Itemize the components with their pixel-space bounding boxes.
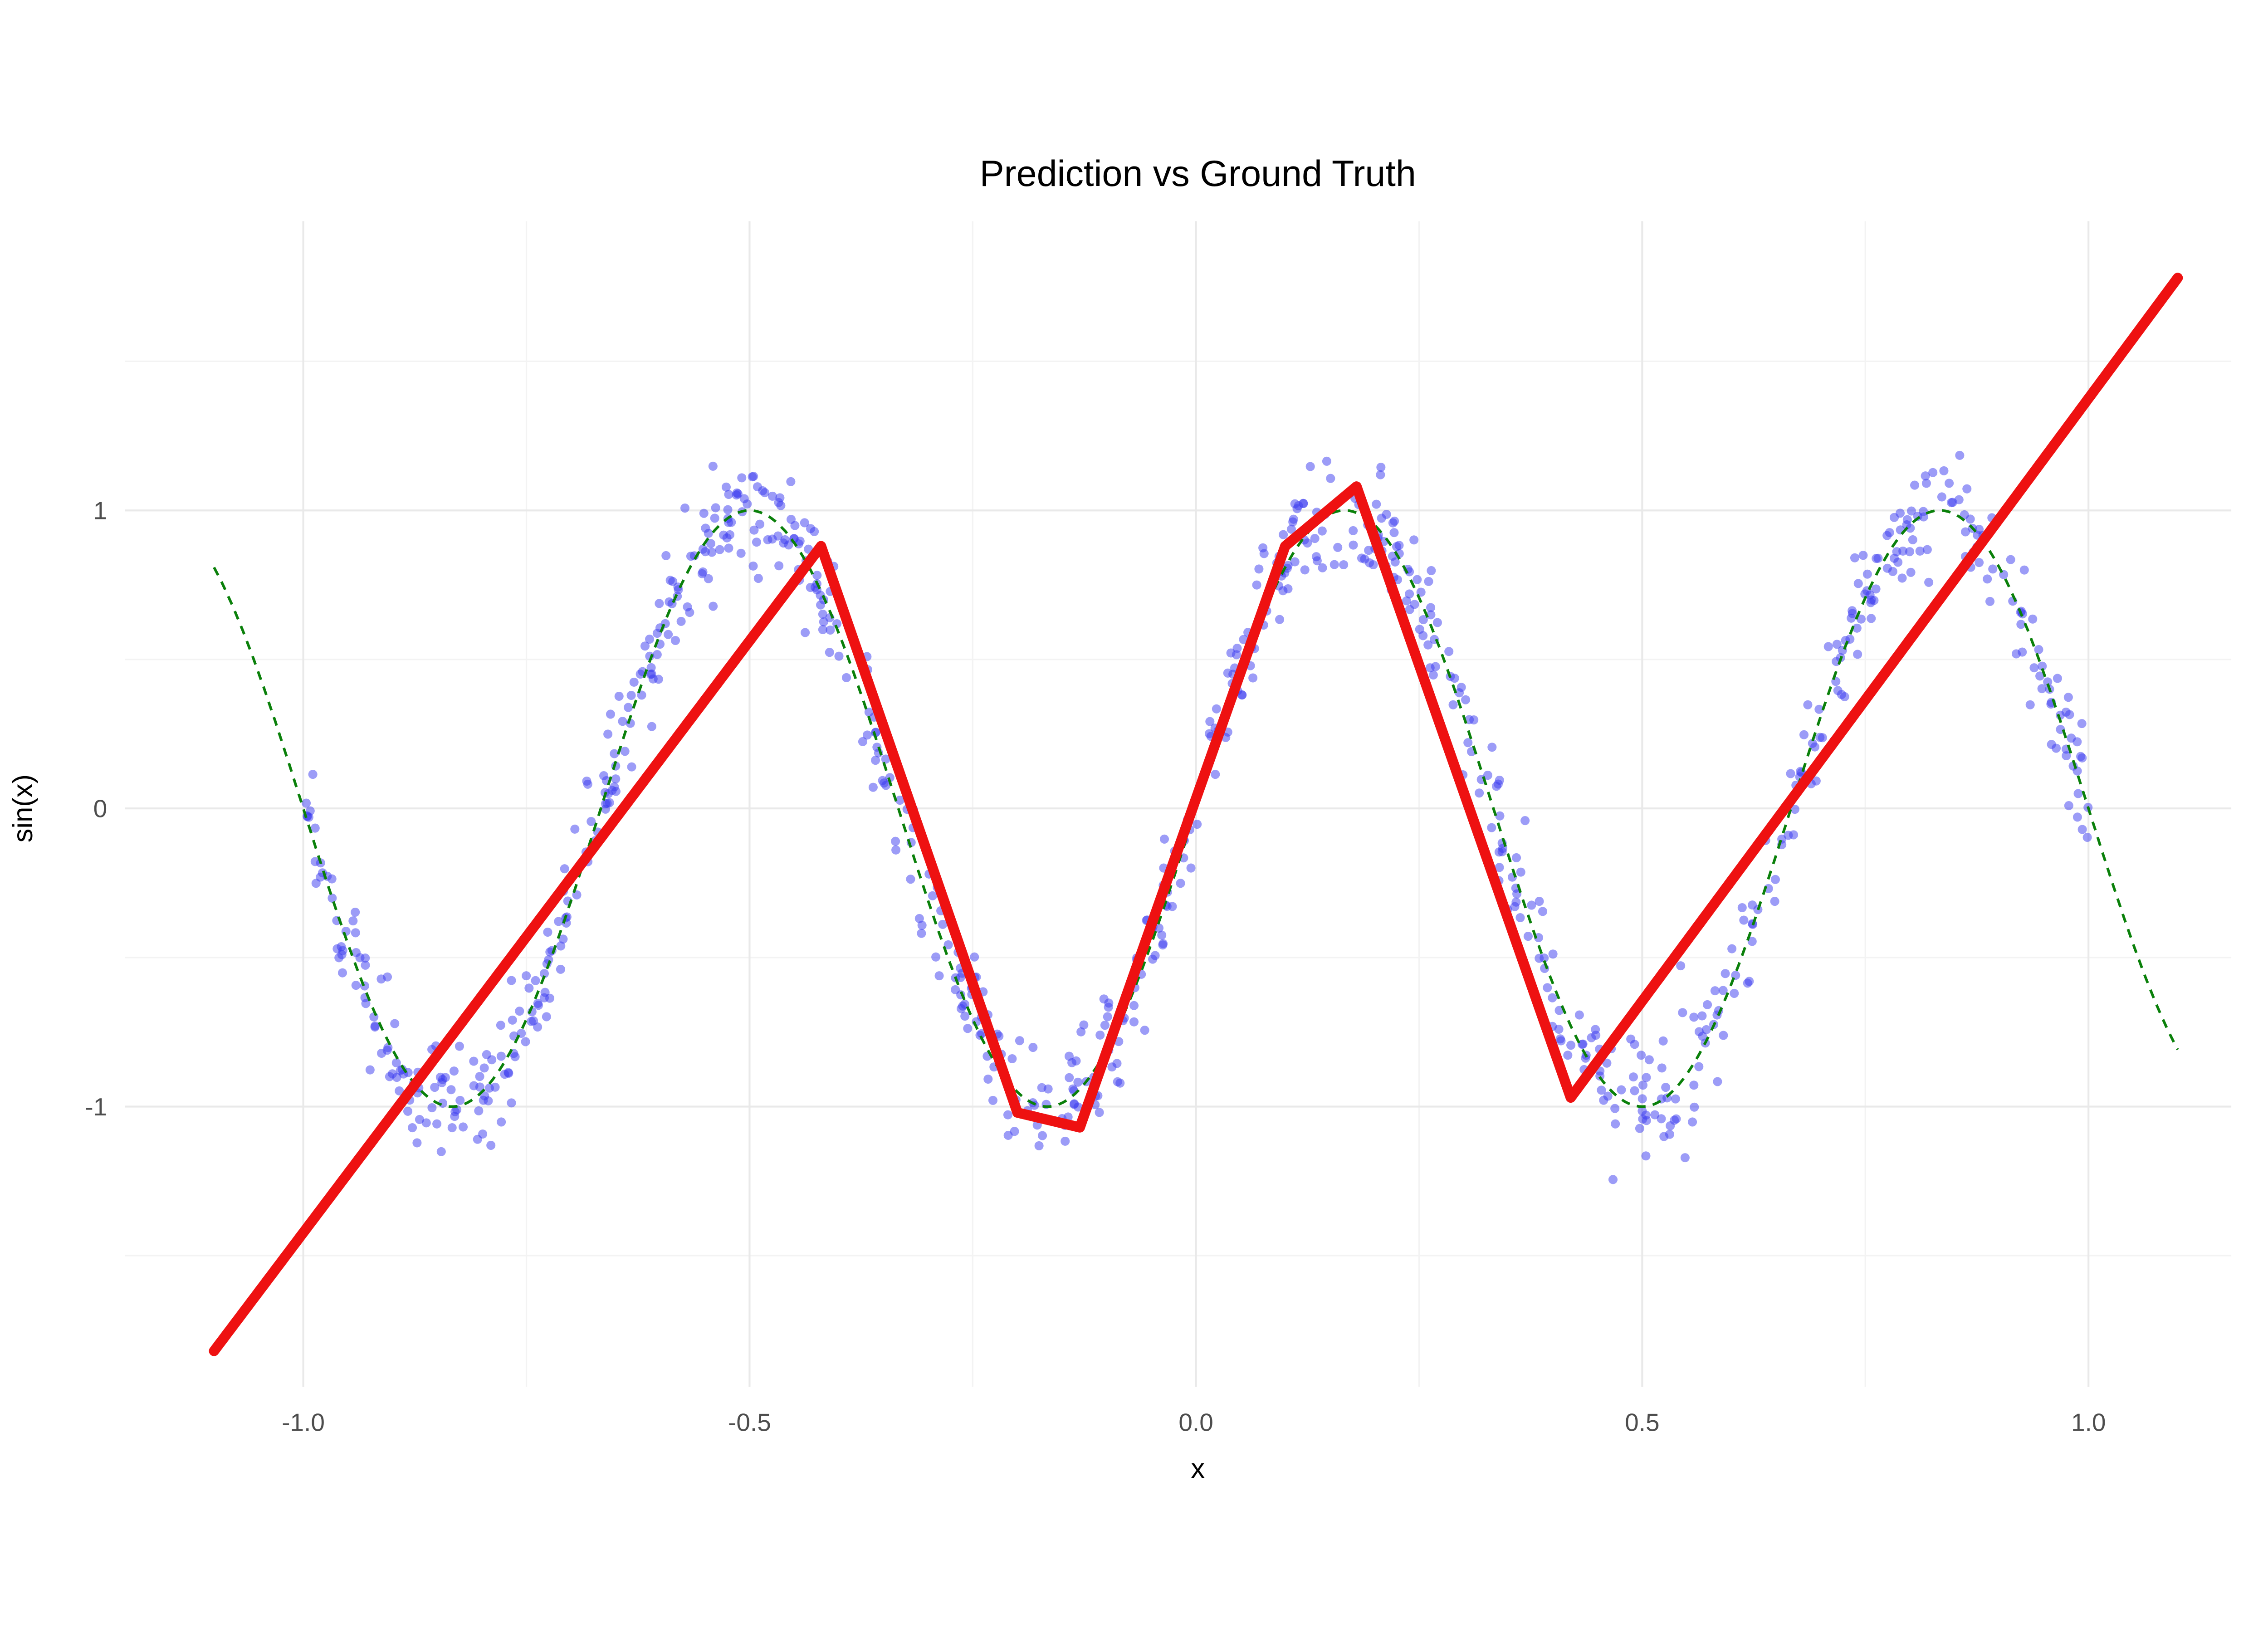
y-tick-label: 1 (93, 497, 108, 525)
y-tick-label: 0 (93, 795, 108, 823)
x-tick-label: 0.5 (1625, 1408, 1659, 1436)
x-tick-label: 0.0 (1178, 1408, 1213, 1436)
prediction-line (209, 273, 2183, 1356)
y-axis-title: sin(x) (7, 774, 39, 842)
x-tick-label: -0.5 (728, 1408, 771, 1436)
scatter-points (302, 450, 2093, 1184)
y-tick-label: -1 (85, 1093, 107, 1121)
x-tick-label: 1.0 (2071, 1408, 2106, 1436)
axis-tick-labels: -1.0 -0.5 0.0 0.5 1.0 -1 0 1 (85, 497, 2106, 1437)
x-axis-title: x (1191, 1453, 1205, 1484)
ground-truth-line (213, 509, 2179, 1108)
gridlines (125, 221, 2232, 1387)
x-tick-label: -1.0 (282, 1408, 325, 1436)
chart-title: Prediction vs Ground Truth (980, 153, 1416, 194)
